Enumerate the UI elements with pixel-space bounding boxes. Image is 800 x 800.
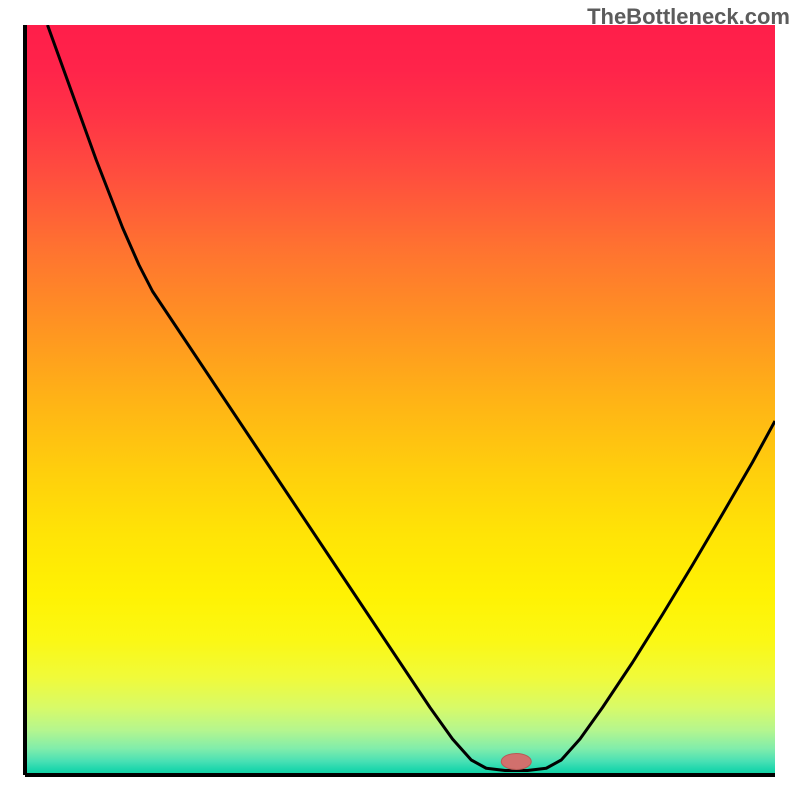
chart-container: TheBottleneck.com <box>0 0 800 800</box>
chart-svg <box>0 0 800 800</box>
watermark-text: TheBottleneck.com <box>587 4 790 30</box>
optimal-point-marker <box>501 754 531 770</box>
